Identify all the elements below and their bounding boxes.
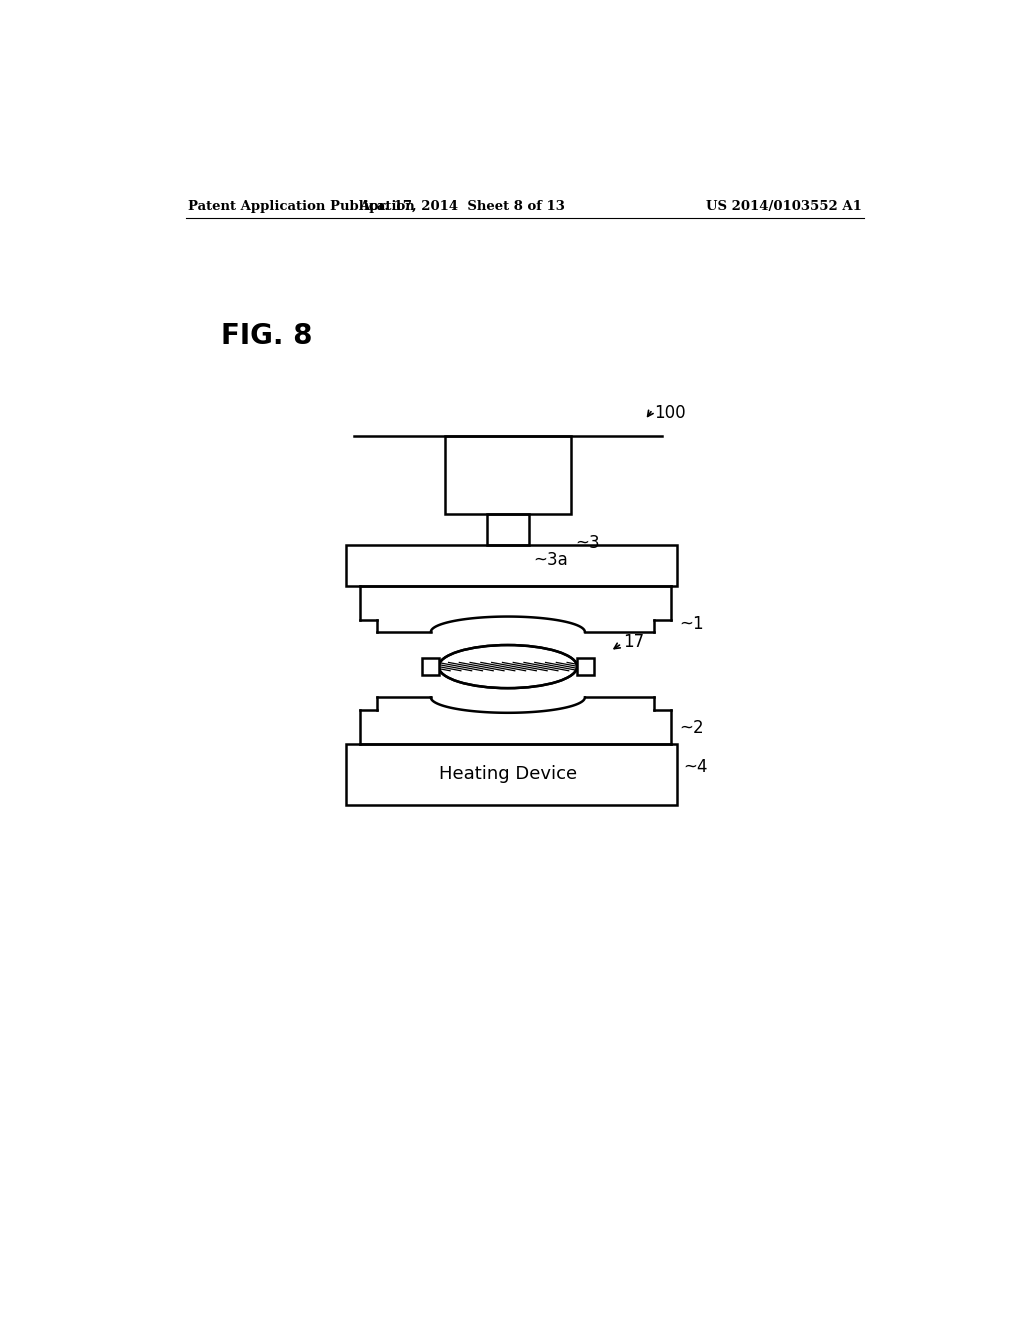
- Text: ~2: ~2: [679, 719, 703, 737]
- Text: FIG. 8: FIG. 8: [221, 322, 313, 350]
- Text: 100: 100: [654, 404, 686, 421]
- Text: ~3: ~3: [575, 535, 600, 552]
- Bar: [346, 743, 677, 805]
- Text: Heating Device: Heating Device: [439, 766, 577, 783]
- Bar: [578, 659, 594, 675]
- Text: Patent Application Publication: Patent Application Publication: [188, 199, 415, 213]
- Text: ~1: ~1: [679, 615, 703, 634]
- Bar: [346, 545, 677, 586]
- Text: 17: 17: [624, 634, 644, 651]
- Text: US 2014/0103552 A1: US 2014/0103552 A1: [707, 199, 862, 213]
- Text: Apr. 17, 2014  Sheet 8 of 13: Apr. 17, 2014 Sheet 8 of 13: [358, 199, 564, 213]
- Bar: [422, 659, 438, 675]
- Bar: [444, 436, 571, 515]
- Ellipse shape: [438, 645, 578, 688]
- Bar: [487, 515, 528, 545]
- Text: ~4: ~4: [683, 758, 708, 776]
- Text: ~3a: ~3a: [534, 552, 568, 569]
